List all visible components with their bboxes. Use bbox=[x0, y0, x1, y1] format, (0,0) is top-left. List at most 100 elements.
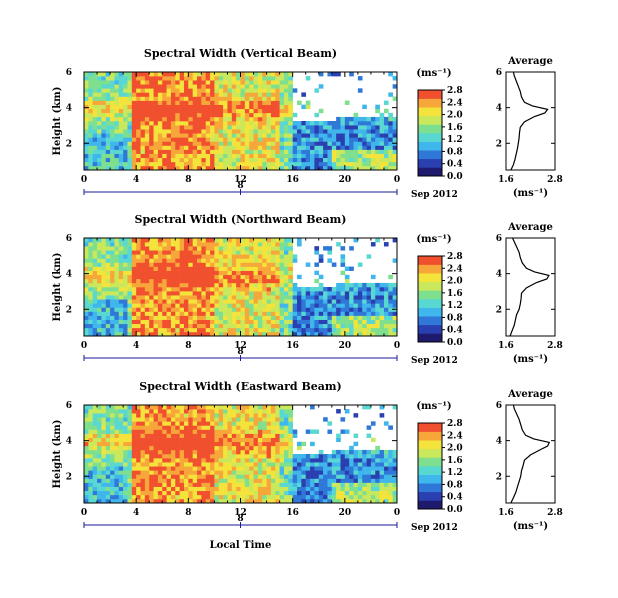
heatmap-cell bbox=[249, 153, 254, 159]
heatmap-cell bbox=[257, 327, 263, 333]
heatmap-cell bbox=[297, 486, 302, 492]
heatmap-cell bbox=[314, 311, 320, 316]
heatmap-cell bbox=[262, 116, 267, 122]
heatmap-cell bbox=[236, 125, 241, 130]
heatmap-cell bbox=[114, 254, 120, 259]
heatmap-cell bbox=[88, 474, 93, 479]
heatmap-cell bbox=[162, 96, 167, 101]
heatmap-cell bbox=[214, 137, 220, 142]
heatmap-cell bbox=[197, 315, 202, 320]
heatmap-cell bbox=[249, 315, 254, 320]
heatmap-cell bbox=[240, 145, 246, 150]
heatmap-cell bbox=[179, 278, 185, 284]
heatmap-cell bbox=[175, 405, 180, 410]
heatmap-cell bbox=[197, 482, 202, 487]
heatmap-cell bbox=[331, 498, 337, 504]
heatmap-cell bbox=[357, 88, 363, 93]
heatmap-cell bbox=[227, 104, 233, 110]
heatmap-cell bbox=[336, 242, 341, 247]
heatmap-cell bbox=[183, 466, 189, 471]
heatmap-cell bbox=[140, 270, 146, 276]
heatmap-cell bbox=[153, 498, 159, 504]
heatmap-cell bbox=[379, 466, 385, 471]
heatmap-cell bbox=[101, 441, 107, 447]
heatmap-cell bbox=[292, 315, 298, 320]
heatmap-cell bbox=[197, 307, 202, 312]
heatmap-cell bbox=[118, 303, 124, 308]
heatmap-cell bbox=[353, 486, 359, 492]
heatmap-cell bbox=[240, 92, 246, 97]
heatmap-cell bbox=[144, 242, 150, 247]
heatmap-cell bbox=[223, 137, 228, 142]
heatmap-cell bbox=[179, 238, 185, 243]
heatmap-cell bbox=[136, 441, 141, 447]
heatmap-cell bbox=[279, 303, 285, 308]
heatmap-cell bbox=[179, 125, 185, 130]
heatmap-cell bbox=[201, 76, 207, 81]
heatmap-cell bbox=[110, 149, 115, 154]
heatmap-cell bbox=[279, 445, 285, 451]
heatmap-cell bbox=[340, 129, 346, 134]
heatmap-cell bbox=[266, 254, 272, 259]
heatmap-cell bbox=[331, 303, 337, 308]
heatmap-cell bbox=[297, 315, 302, 320]
heatmap-cell bbox=[175, 125, 180, 130]
heatmap-cell bbox=[136, 445, 141, 451]
heatmap-cell bbox=[157, 238, 163, 243]
heatmap-cell bbox=[118, 405, 124, 410]
heatmap-cell bbox=[236, 266, 241, 271]
heatmap-cell bbox=[118, 100, 124, 105]
heatmap-cell bbox=[262, 405, 267, 410]
colorbar-swatch bbox=[418, 324, 442, 334]
heatmap-cell bbox=[275, 319, 280, 325]
heatmap-cell bbox=[123, 282, 128, 288]
heatmap-cell bbox=[353, 470, 359, 475]
heatmap-cell bbox=[262, 153, 267, 159]
heatmap-cell bbox=[279, 125, 285, 130]
heatmap-cell bbox=[136, 76, 141, 81]
heatmap-cell bbox=[253, 498, 259, 504]
heatmap-cell bbox=[88, 88, 93, 93]
heatmap-cell bbox=[118, 149, 124, 154]
heatmap-cell bbox=[305, 149, 311, 154]
heatmap-cell bbox=[179, 429, 185, 434]
heatmap-cell bbox=[127, 116, 133, 122]
heatmap-cell bbox=[144, 441, 150, 447]
heatmap-cell bbox=[114, 125, 120, 130]
heatmap-cell bbox=[340, 153, 346, 159]
heatmap-cell bbox=[166, 282, 172, 288]
heatmap-cell bbox=[249, 417, 254, 422]
heatmap-cell bbox=[197, 92, 202, 97]
heatmap-cell bbox=[383, 421, 389, 426]
heatmap-cell bbox=[201, 478, 207, 483]
heatmap-cell bbox=[283, 445, 289, 451]
heatmap-cell bbox=[383, 482, 389, 487]
heatmap-cell bbox=[205, 498, 211, 504]
heatmap-cell bbox=[375, 327, 380, 333]
heatmap-cell bbox=[331, 287, 337, 292]
heatmap-cell bbox=[236, 100, 241, 105]
heatmap-cell bbox=[183, 116, 189, 122]
heatmap-cell bbox=[262, 458, 267, 463]
heatmap-cell bbox=[236, 466, 241, 471]
heatmap-cell bbox=[288, 437, 293, 443]
heatmap-cell bbox=[192, 482, 198, 487]
heatmap-cell bbox=[318, 291, 324, 296]
heatmap-cell bbox=[144, 125, 150, 130]
heatmap-cell bbox=[305, 121, 311, 126]
heatmap-cell bbox=[297, 466, 302, 471]
heatmap-cell bbox=[136, 96, 141, 101]
heatmap-cell bbox=[253, 486, 259, 492]
heatmap-cell bbox=[375, 149, 380, 154]
y-tick-label: 6 bbox=[66, 234, 72, 244]
heatmap-cell bbox=[227, 242, 233, 247]
heatmap-cell bbox=[257, 282, 263, 288]
heatmap-cell bbox=[97, 458, 102, 463]
heatmap-cell bbox=[301, 323, 307, 329]
heatmap-cell bbox=[92, 462, 98, 467]
heatmap-cell bbox=[123, 270, 128, 276]
heatmap-cell bbox=[292, 327, 298, 333]
heatmap-cell bbox=[110, 291, 115, 296]
heatmap-cell bbox=[275, 165, 280, 171]
heatmap-cell bbox=[179, 137, 185, 142]
